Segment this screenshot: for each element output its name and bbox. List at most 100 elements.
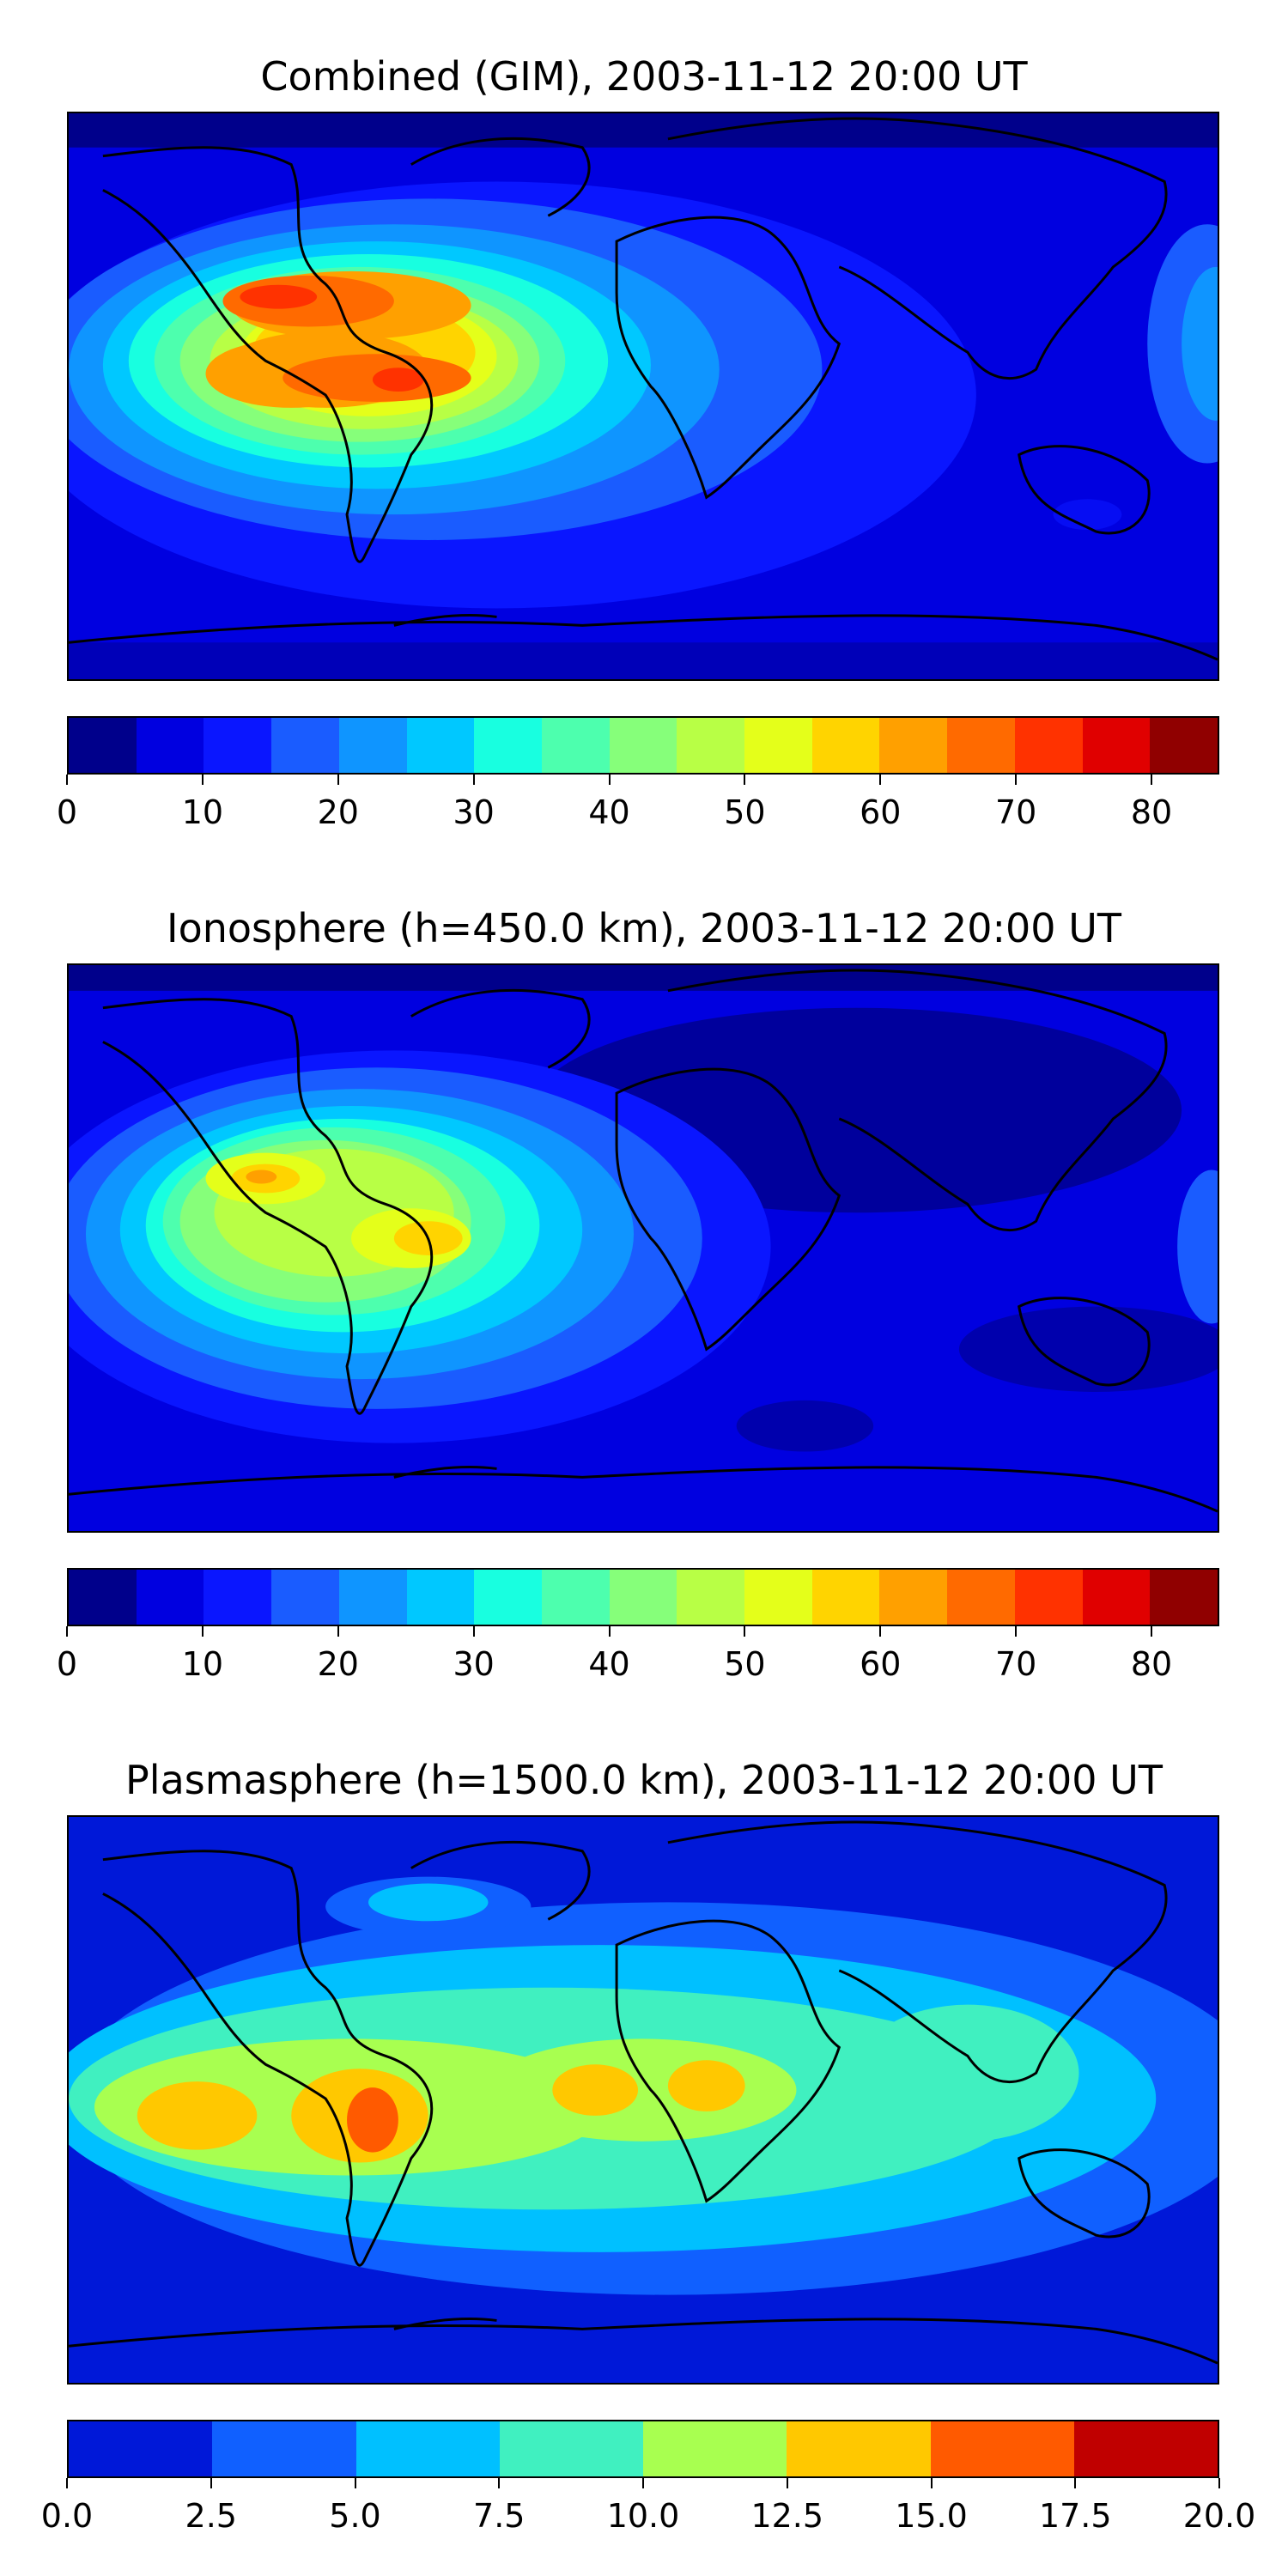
colorbar-swatch xyxy=(541,1570,610,1625)
colorbar-tick-label: 80 xyxy=(1130,793,1173,831)
colorbar-ticks-ionosphere: 0 10 20 30 40 50 60 70 80 xyxy=(57,1626,1219,1683)
tec-map-ionosphere xyxy=(67,963,1219,1533)
colorbar-tick xyxy=(337,1626,339,1637)
colorbar-tick-label: 15.0 xyxy=(895,2497,968,2535)
colorbar-tick-label: 20 xyxy=(317,1645,359,1683)
colorbar-tick xyxy=(879,1626,882,1637)
colorbar-swatch xyxy=(609,718,677,773)
colorbar-tick-label: 40 xyxy=(588,1645,630,1683)
colorbar-tick-label: 30 xyxy=(453,1645,495,1683)
colorbar-swatch xyxy=(355,2421,500,2476)
colorbar-swatch xyxy=(1014,1570,1083,1625)
colorbar-swatch xyxy=(1082,718,1151,773)
colorbar-tick-label: 17.5 xyxy=(1038,2497,1112,2535)
colorbar-swatch xyxy=(1014,718,1083,773)
colorbar-tick xyxy=(472,1626,475,1637)
colorbar-tick-label: 40 xyxy=(588,793,630,831)
colorbar-swatch xyxy=(811,718,880,773)
colorbar-swatch xyxy=(744,1570,812,1625)
colorbar-tick xyxy=(210,2478,212,2488)
colorbar-tick xyxy=(66,775,68,785)
colorbar-swatch xyxy=(271,718,339,773)
tec-map-plasmasphere xyxy=(67,1815,1219,2385)
colorbar-tick xyxy=(66,2478,68,2488)
colorbar-tick-label: 70 xyxy=(994,1645,1037,1683)
colorbar-swatch xyxy=(930,2421,1074,2476)
colorbar-tick-label: 60 xyxy=(860,1645,902,1683)
colorbar-tick xyxy=(1151,1626,1153,1637)
panel-title: Ionosphere (h=450.0 km), 2003-11-12 20:0… xyxy=(167,905,1121,951)
colorbar-combined xyxy=(67,716,1219,775)
colorbar-swatch xyxy=(406,718,475,773)
colorbar-tick-label: 0.0 xyxy=(40,2497,94,2535)
tec-map-combined xyxy=(67,112,1219,681)
colorbar-tick-label: 60 xyxy=(860,793,902,831)
colorbar-swatch xyxy=(204,718,272,773)
colorbar-tick xyxy=(744,775,746,785)
colorbar-tick xyxy=(337,775,339,785)
colorbar-swatch xyxy=(947,1570,1015,1625)
colorbar-tick xyxy=(472,775,475,785)
colorbar-swatch xyxy=(1082,1570,1151,1625)
colorbar-tick-label: 10 xyxy=(181,1645,224,1683)
colorbar-swatch xyxy=(811,1570,880,1625)
colorbar-tick xyxy=(879,775,882,785)
colorbar-tick-label: 20 xyxy=(317,793,359,831)
colorbar-swatch xyxy=(271,1570,339,1625)
colorbar-swatch xyxy=(204,1570,272,1625)
colorbar-tick xyxy=(1151,775,1153,785)
colorbar-tick-label: 7.5 xyxy=(473,2497,526,2535)
colorbar-swatch xyxy=(338,1570,407,1625)
colorbar-tick xyxy=(354,2478,356,2488)
colorbar-swatch xyxy=(744,718,812,773)
colorbar-tick-label: 20.0 xyxy=(1182,2497,1256,2535)
colorbar-tick xyxy=(1015,1626,1018,1637)
colorbar-tick xyxy=(498,2478,501,2488)
colorbar-plasmasphere xyxy=(67,2420,1219,2478)
colorbar-tick-label: 5.0 xyxy=(329,2497,381,2535)
colorbar-tick-label: 70 xyxy=(994,793,1037,831)
colorbar-tick-label: 50 xyxy=(724,793,766,831)
colorbar-swatch xyxy=(499,2421,643,2476)
colorbar-tick xyxy=(1015,775,1018,785)
colorbar-tick xyxy=(201,775,204,785)
colorbar-tick-label: 30 xyxy=(453,793,495,831)
colorbar-swatch xyxy=(69,1570,137,1625)
colorbar-tick xyxy=(744,1626,746,1637)
colorbar-tick xyxy=(1074,2478,1077,2488)
colorbar-swatch xyxy=(541,718,610,773)
colorbar-swatch xyxy=(338,718,407,773)
colorbar-ticks-plasmasphere: 0.0 2.5 5.0 7.5 10.0 12.5 15.0 17.5 20.0 xyxy=(41,2478,1255,2535)
colorbar-swatch xyxy=(947,718,1015,773)
colorbar-ionosphere xyxy=(67,1568,1219,1626)
colorbar-swatch xyxy=(677,1570,745,1625)
colorbar-tick-label: 2.5 xyxy=(185,2497,237,2535)
colorbar-swatch xyxy=(609,1570,677,1625)
colorbar-swatch xyxy=(69,2421,213,2476)
colorbar-swatch xyxy=(474,718,542,773)
colorbar-swatch xyxy=(879,1570,948,1625)
colorbar-swatch xyxy=(406,1570,475,1625)
colorbar-swatch xyxy=(677,718,745,773)
panel-title: Combined (GIM), 2003-11-12 20:00 UT xyxy=(260,53,1028,100)
colorbar-ticks-combined: 0 10 20 30 40 50 60 70 80 xyxy=(57,775,1219,831)
colorbar-tick xyxy=(786,2478,788,2488)
colorbar-tick-label: 50 xyxy=(724,1645,766,1683)
colorbar-swatch xyxy=(136,718,204,773)
colorbar-swatch xyxy=(643,2421,787,2476)
colorbar-tick xyxy=(930,2478,933,2488)
colorbar-swatch xyxy=(474,1570,542,1625)
colorbar-swatch xyxy=(1150,718,1218,773)
colorbar-tick-label: 10 xyxy=(181,793,224,831)
colorbar-tick xyxy=(642,2478,644,2488)
colorbar-swatch xyxy=(1150,1570,1218,1625)
colorbar-swatch xyxy=(1073,2421,1218,2476)
colorbar-tick-label: 80 xyxy=(1130,1645,1173,1683)
colorbar-swatch xyxy=(879,718,948,773)
colorbar-swatch xyxy=(136,1570,204,1625)
colorbar-tick-label: 0 xyxy=(56,1645,78,1683)
colorbar-tick xyxy=(66,1626,68,1637)
panel-title: Plasmasphere (h=1500.0 km), 2003-11-12 2… xyxy=(125,1757,1163,1803)
colorbar-tick-label: 12.5 xyxy=(750,2497,824,2535)
colorbar-swatch xyxy=(69,718,137,773)
